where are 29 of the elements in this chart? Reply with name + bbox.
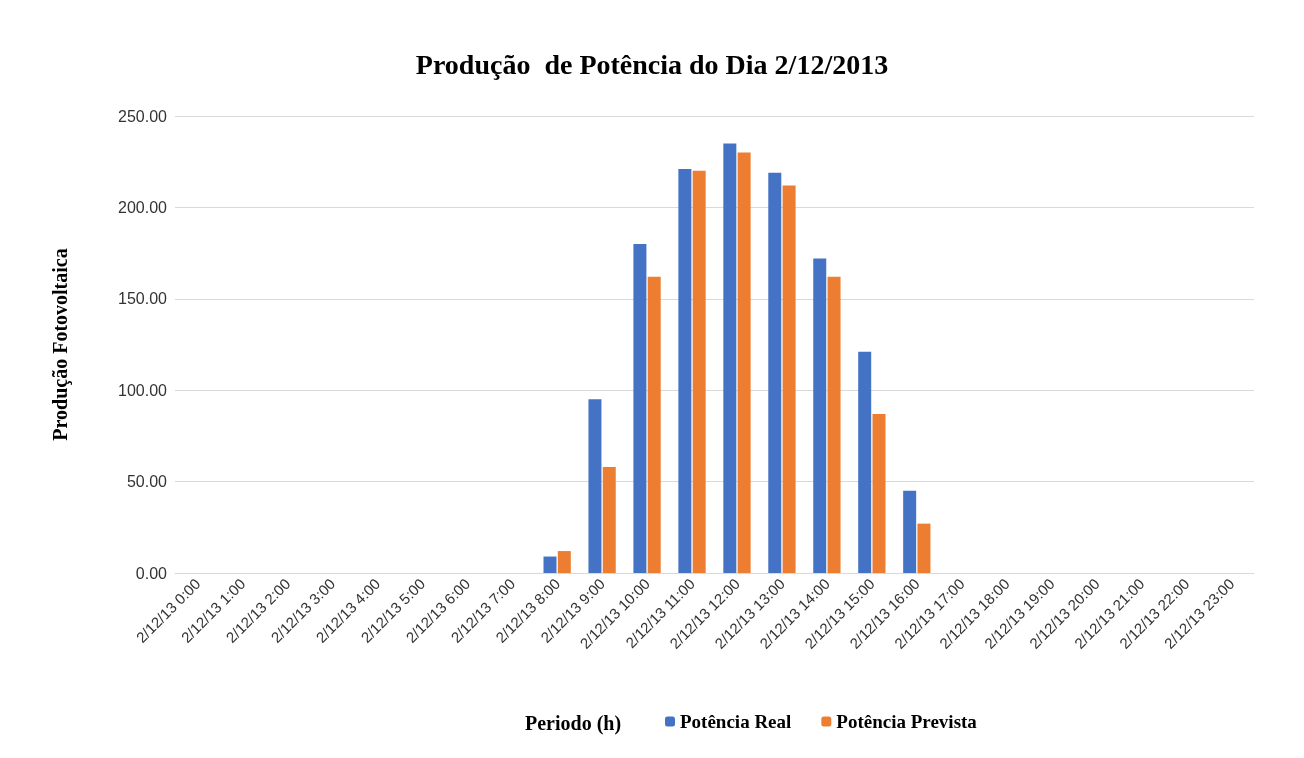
bar	[723, 143, 737, 573]
bar	[813, 258, 827, 573]
bar	[827, 276, 841, 573]
legend-label: Potência Prevista	[836, 711, 978, 732]
y-tick-label: 100.00	[118, 381, 168, 399]
bar	[602, 466, 616, 573]
y-tick-label: 50.00	[126, 473, 168, 491]
y-tick-label: 250.00	[118, 107, 168, 125]
bar	[692, 170, 706, 573]
y-tick-label: 150.00	[118, 290, 168, 308]
bar	[633, 243, 647, 573]
chart-title: Produção de Potência do Dia 2/12/2013	[415, 48, 889, 80]
bar	[543, 556, 557, 573]
bar	[903, 490, 917, 573]
x-axis-title: Periodo (h)	[525, 712, 622, 735]
bar	[872, 413, 886, 573]
y-axis-title: Produção Fotovoltaica	[49, 248, 72, 441]
legend-label: Potência Real	[680, 711, 792, 732]
bar	[917, 523, 931, 573]
bar	[768, 172, 782, 573]
bar	[588, 399, 602, 573]
bar	[678, 169, 692, 573]
bar	[557, 551, 571, 573]
y-tick-label: 200.00	[118, 198, 168, 216]
bar	[782, 185, 796, 573]
bar	[737, 152, 751, 573]
y-tick-label: 0.00	[135, 564, 168, 582]
bar	[858, 351, 872, 573]
bar	[647, 276, 661, 573]
